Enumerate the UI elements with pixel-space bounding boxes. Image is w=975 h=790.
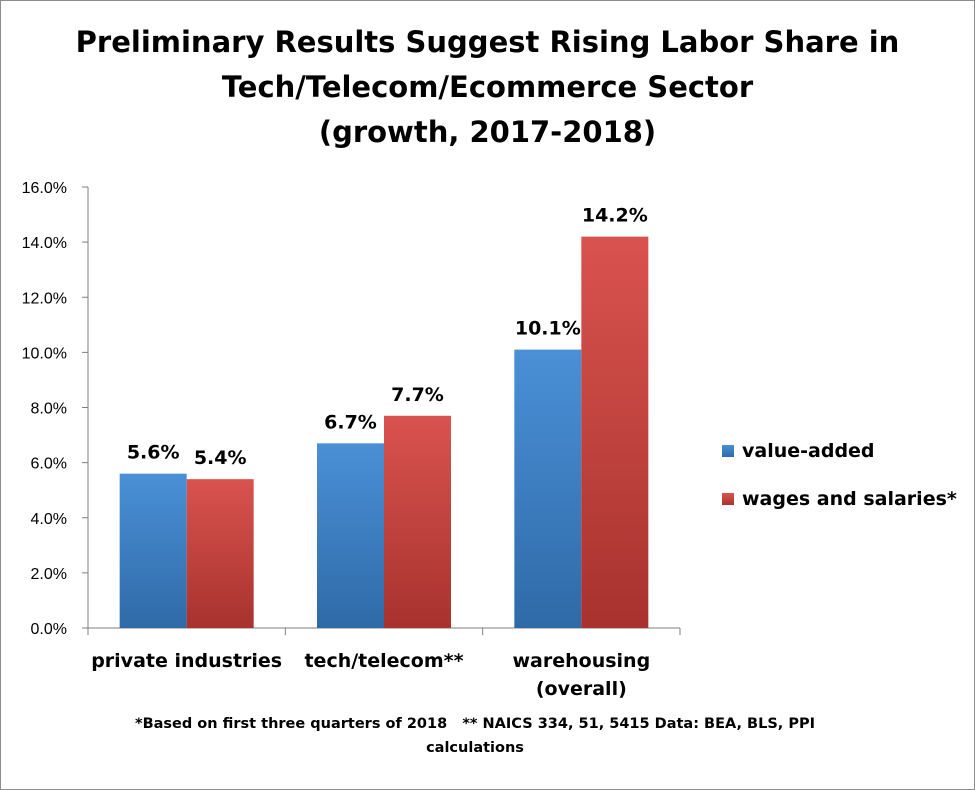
y-tick-label: 16.0% bbox=[22, 180, 67, 197]
y-tick-label: 10.0% bbox=[22, 345, 67, 362]
data-labels: 5.6% 5.4% 6.7% 7.7% 10.1% 14.2% bbox=[127, 205, 648, 470]
legend-label-wages-and-salaries: wages and salaries* bbox=[742, 488, 957, 510]
bar bbox=[514, 349, 582, 628]
x-axis: private industries tech/telecom** warehous… bbox=[87, 627, 681, 700]
data-label: 6.7% bbox=[324, 411, 377, 433]
bar bbox=[384, 415, 451, 628]
y-tick-label: 6.0% bbox=[31, 456, 67, 473]
bar bbox=[317, 443, 384, 628]
x-category-label: private industries bbox=[91, 650, 282, 672]
footnote-line-2: calculations bbox=[426, 740, 524, 756]
data-label: 10.1% bbox=[515, 318, 581, 340]
bars bbox=[119, 236, 649, 629]
legend-item-value-added: value-added bbox=[722, 437, 957, 465]
data-label: 5.4% bbox=[194, 447, 247, 469]
y-tick-label: 2.0% bbox=[31, 566, 67, 583]
x-category-label: tech/telecom** bbox=[304, 650, 463, 672]
y-tick-label: 14.0% bbox=[22, 235, 67, 252]
x-category-label: warehousing bbox=[512, 650, 650, 672]
chart-title: Preliminary Results Suggest Rising Labor… bbox=[0, 20, 975, 155]
footnote-line-1: *Based on first three quarters of 2018 *… bbox=[135, 716, 815, 732]
data-label: 14.2% bbox=[582, 205, 648, 227]
legend-item-wages-and-salaries: wages and salaries* bbox=[722, 485, 957, 513]
bar bbox=[119, 473, 187, 628]
y-tick-label: 4.0% bbox=[31, 511, 67, 528]
legend: value-added wages and salaries* bbox=[722, 437, 957, 533]
x-category-label: (overall) bbox=[536, 678, 627, 700]
legend-label-value-added: value-added bbox=[742, 440, 875, 462]
y-tick-label: 0.0% bbox=[31, 621, 67, 638]
y-tick-label: 8.0% bbox=[31, 401, 67, 418]
data-label: 7.7% bbox=[391, 384, 444, 406]
chart-title-line-2: Tech/Telecom/Ecommerce Sector bbox=[221, 70, 754, 104]
y-axis: 0.0% 2.0% 4.0% 6.0% 8.0% 10.0% 12.0% 14.0% 16.0% bbox=[22, 180, 89, 638]
chart-title-line-3: (growth, 2017-2018) bbox=[318, 115, 657, 149]
data-label: 5.6% bbox=[127, 442, 180, 464]
chart-title-line-1: Preliminary Results Suggest Rising Labor… bbox=[75, 25, 900, 59]
bar bbox=[581, 236, 649, 629]
footnote: *Based on first three quarters of 2018 *… bbox=[60, 712, 890, 760]
legend-swatch-wages-and-salaries bbox=[722, 493, 734, 505]
y-tick-label: 12.0% bbox=[22, 290, 67, 307]
legend-swatch-value-added bbox=[722, 445, 734, 457]
bar bbox=[186, 479, 254, 628]
